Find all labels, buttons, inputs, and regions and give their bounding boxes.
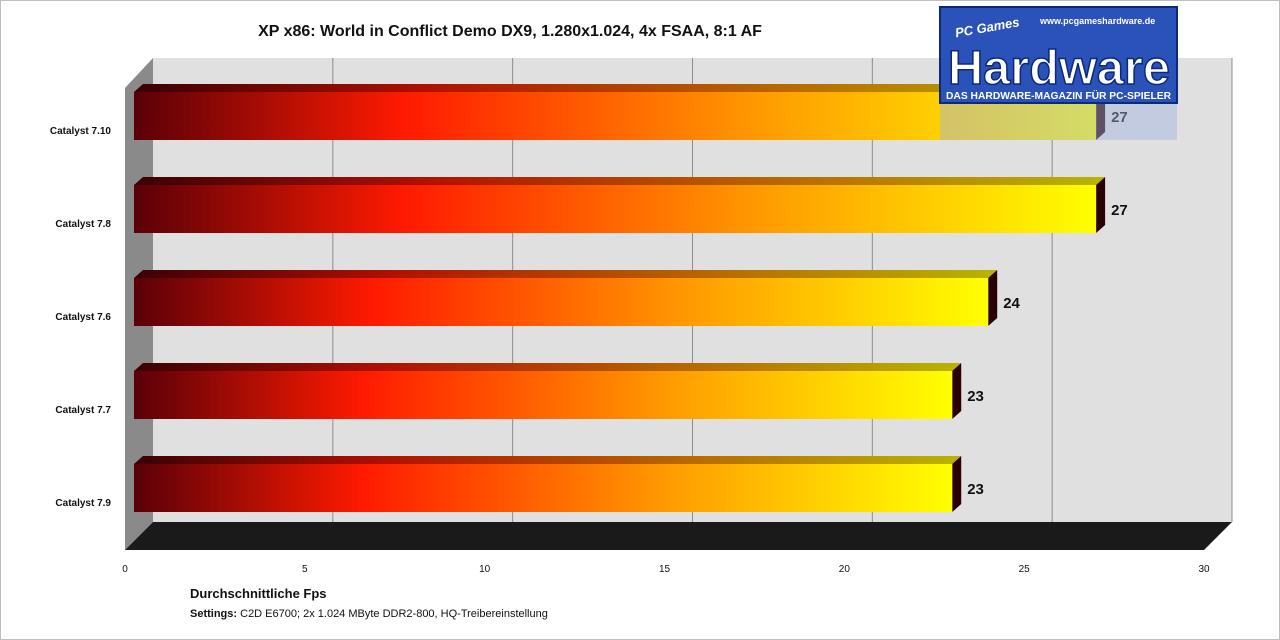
bar-front-face: [134, 371, 953, 419]
bar-top-face: [134, 456, 962, 464]
category-label: Catalyst 7.7: [55, 405, 111, 416]
bar-top-face: [134, 363, 962, 371]
logo-brand-main: Hardware: [948, 42, 1170, 95]
category-labels: Catalyst 7.10 Catalyst 7.8 Catalyst 7.6 Cat…: [50, 126, 112, 509]
bar-front-face: [134, 185, 1097, 233]
chart-title: XP x86: World in Conflict Demo DX9, 1.28…: [258, 23, 762, 40]
category-label: Catalyst 7.8: [55, 219, 111, 230]
logo-reflection: [940, 104, 1177, 140]
bar: [134, 456, 962, 512]
bar: [134, 84, 1106, 140]
settings-footnote: Settings: C2D E6700; 2x 1.024 MByte DDR2…: [190, 608, 548, 620]
bar-side-face: [952, 456, 962, 512]
bars: 27 27 24 23 23: [134, 84, 1128, 512]
bar-value-label: 23: [967, 388, 984, 405]
pcgh-logo: PC Games www.pcgameshardware.de Hardware…: [939, 6, 1178, 140]
logo-url: www.pcgameshardware.de: [1039, 16, 1155, 26]
bar-front-face: [134, 278, 989, 326]
bar-value-label: 24: [1003, 295, 1020, 312]
x-tick-label: 0: [122, 564, 128, 575]
bar-value-label: 27: [1111, 109, 1128, 126]
bar-front-face: [134, 92, 1097, 140]
bar-side-face: [952, 363, 962, 419]
x-tick-label: 30: [1198, 564, 1210, 575]
bar: [134, 177, 1106, 233]
bar: [134, 270, 998, 326]
x-tick-labels: 0 5 10 15 20 25 30: [122, 564, 1210, 575]
x-tick-label: 5: [302, 564, 308, 575]
bar-top-face: [134, 84, 1106, 92]
x-tick-label: 15: [659, 564, 671, 575]
logo-background: [939, 6, 1178, 104]
category-label: Catalyst 7.9: [55, 498, 111, 509]
x-tick-label: 20: [839, 564, 851, 575]
bar-value-label: 23: [967, 481, 984, 498]
bar-front-face: [134, 464, 953, 512]
settings-label: Settings:: [190, 608, 237, 620]
category-label: Catalyst 7.10: [50, 126, 112, 137]
bar-side-face: [1096, 177, 1106, 233]
x-axis-label: Durchschnittliche Fps: [190, 586, 327, 601]
floor: [125, 522, 1232, 550]
settings-text: C2D E6700; 2x 1.024 MByte DDR2-800, HQ-T…: [237, 608, 548, 620]
bar-top-face: [134, 177, 1106, 185]
bar-value-label: 27: [1111, 202, 1128, 219]
logo-tagline: DAS HARDWARE-MAGAZIN FÜR PC-SPIELER: [946, 89, 1172, 102]
bar-side-face: [988, 270, 998, 326]
category-label: Catalyst 7.6: [55, 312, 111, 323]
bar-top-face: [134, 270, 998, 278]
bar: [134, 363, 962, 419]
x-tick-label: 10: [479, 564, 491, 575]
x-tick-label: 25: [1019, 564, 1031, 575]
